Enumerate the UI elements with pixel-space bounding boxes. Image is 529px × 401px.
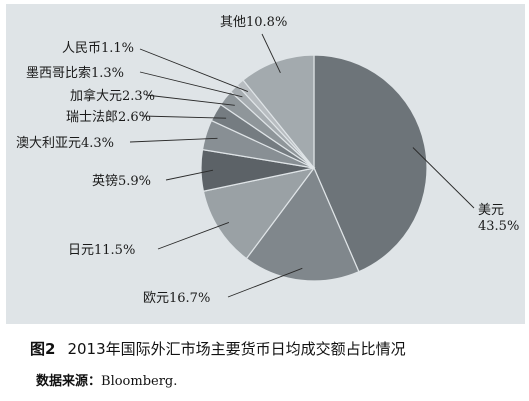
- data-source: 数据来源：Bloomberg.: [36, 370, 177, 389]
- slice-label-8: 人民币1.1%: [62, 41, 134, 56]
- leader-line-6: [145, 94, 235, 106]
- slice-label-7: 墨西哥比索1.3%: [26, 66, 124, 81]
- figure-title: 2013年国际外汇市场主要货币日均成交额占比情况: [67, 340, 406, 358]
- slice-label-5: 瑞士法郎2.6%: [66, 110, 151, 125]
- slice-label-1: 欧元16.7%: [143, 291, 210, 306]
- figure-caption: 图2 2013年国际外汇市场主要货币日均成交额占比情况: [30, 338, 510, 359]
- pie-slice-2: [202, 167, 316, 260]
- source-label: 数据来源：: [36, 374, 102, 389]
- leader-line-3: [165, 169, 214, 181]
- leader-line-7: [139, 71, 243, 98]
- leader-line-9: [261, 33, 281, 73]
- slice-label-4: 澳大利亚元4.3%: [16, 135, 114, 151]
- leader-line-2: [157, 221, 230, 250]
- leader-line-4: [129, 137, 218, 143]
- figure-number: 图2: [30, 340, 56, 358]
- slice-label-2: 日元11.5%: [68, 243, 135, 258]
- pie-slice-9: [242, 54, 315, 170]
- leader-line-5: [141, 115, 227, 119]
- slice-label-3: 英镑5.9%: [92, 173, 151, 189]
- leader-line-1: [227, 267, 303, 298]
- slice-label-0-1: 43.5%: [478, 219, 519, 234]
- source-text: Bloomberg.: [101, 374, 178, 389]
- slice-label-9: 其他10.8%: [220, 15, 287, 30]
- pie-slice-0: [313, 54, 428, 273]
- pie-slice-1: [245, 166, 360, 282]
- slice-label-6: 加拿大元2.3%: [70, 88, 155, 104]
- chart-panel: 美元 43.5% 欧元16.7% 日元11.5% 英镑5.9% 澳大利亚元4.3% 瑞士法郎…: [6, 4, 525, 324]
- leader-line-0: [412, 147, 475, 209]
- slice-label-0-0: 美元: [478, 203, 504, 218]
- leader-line-8: [139, 48, 249, 93]
